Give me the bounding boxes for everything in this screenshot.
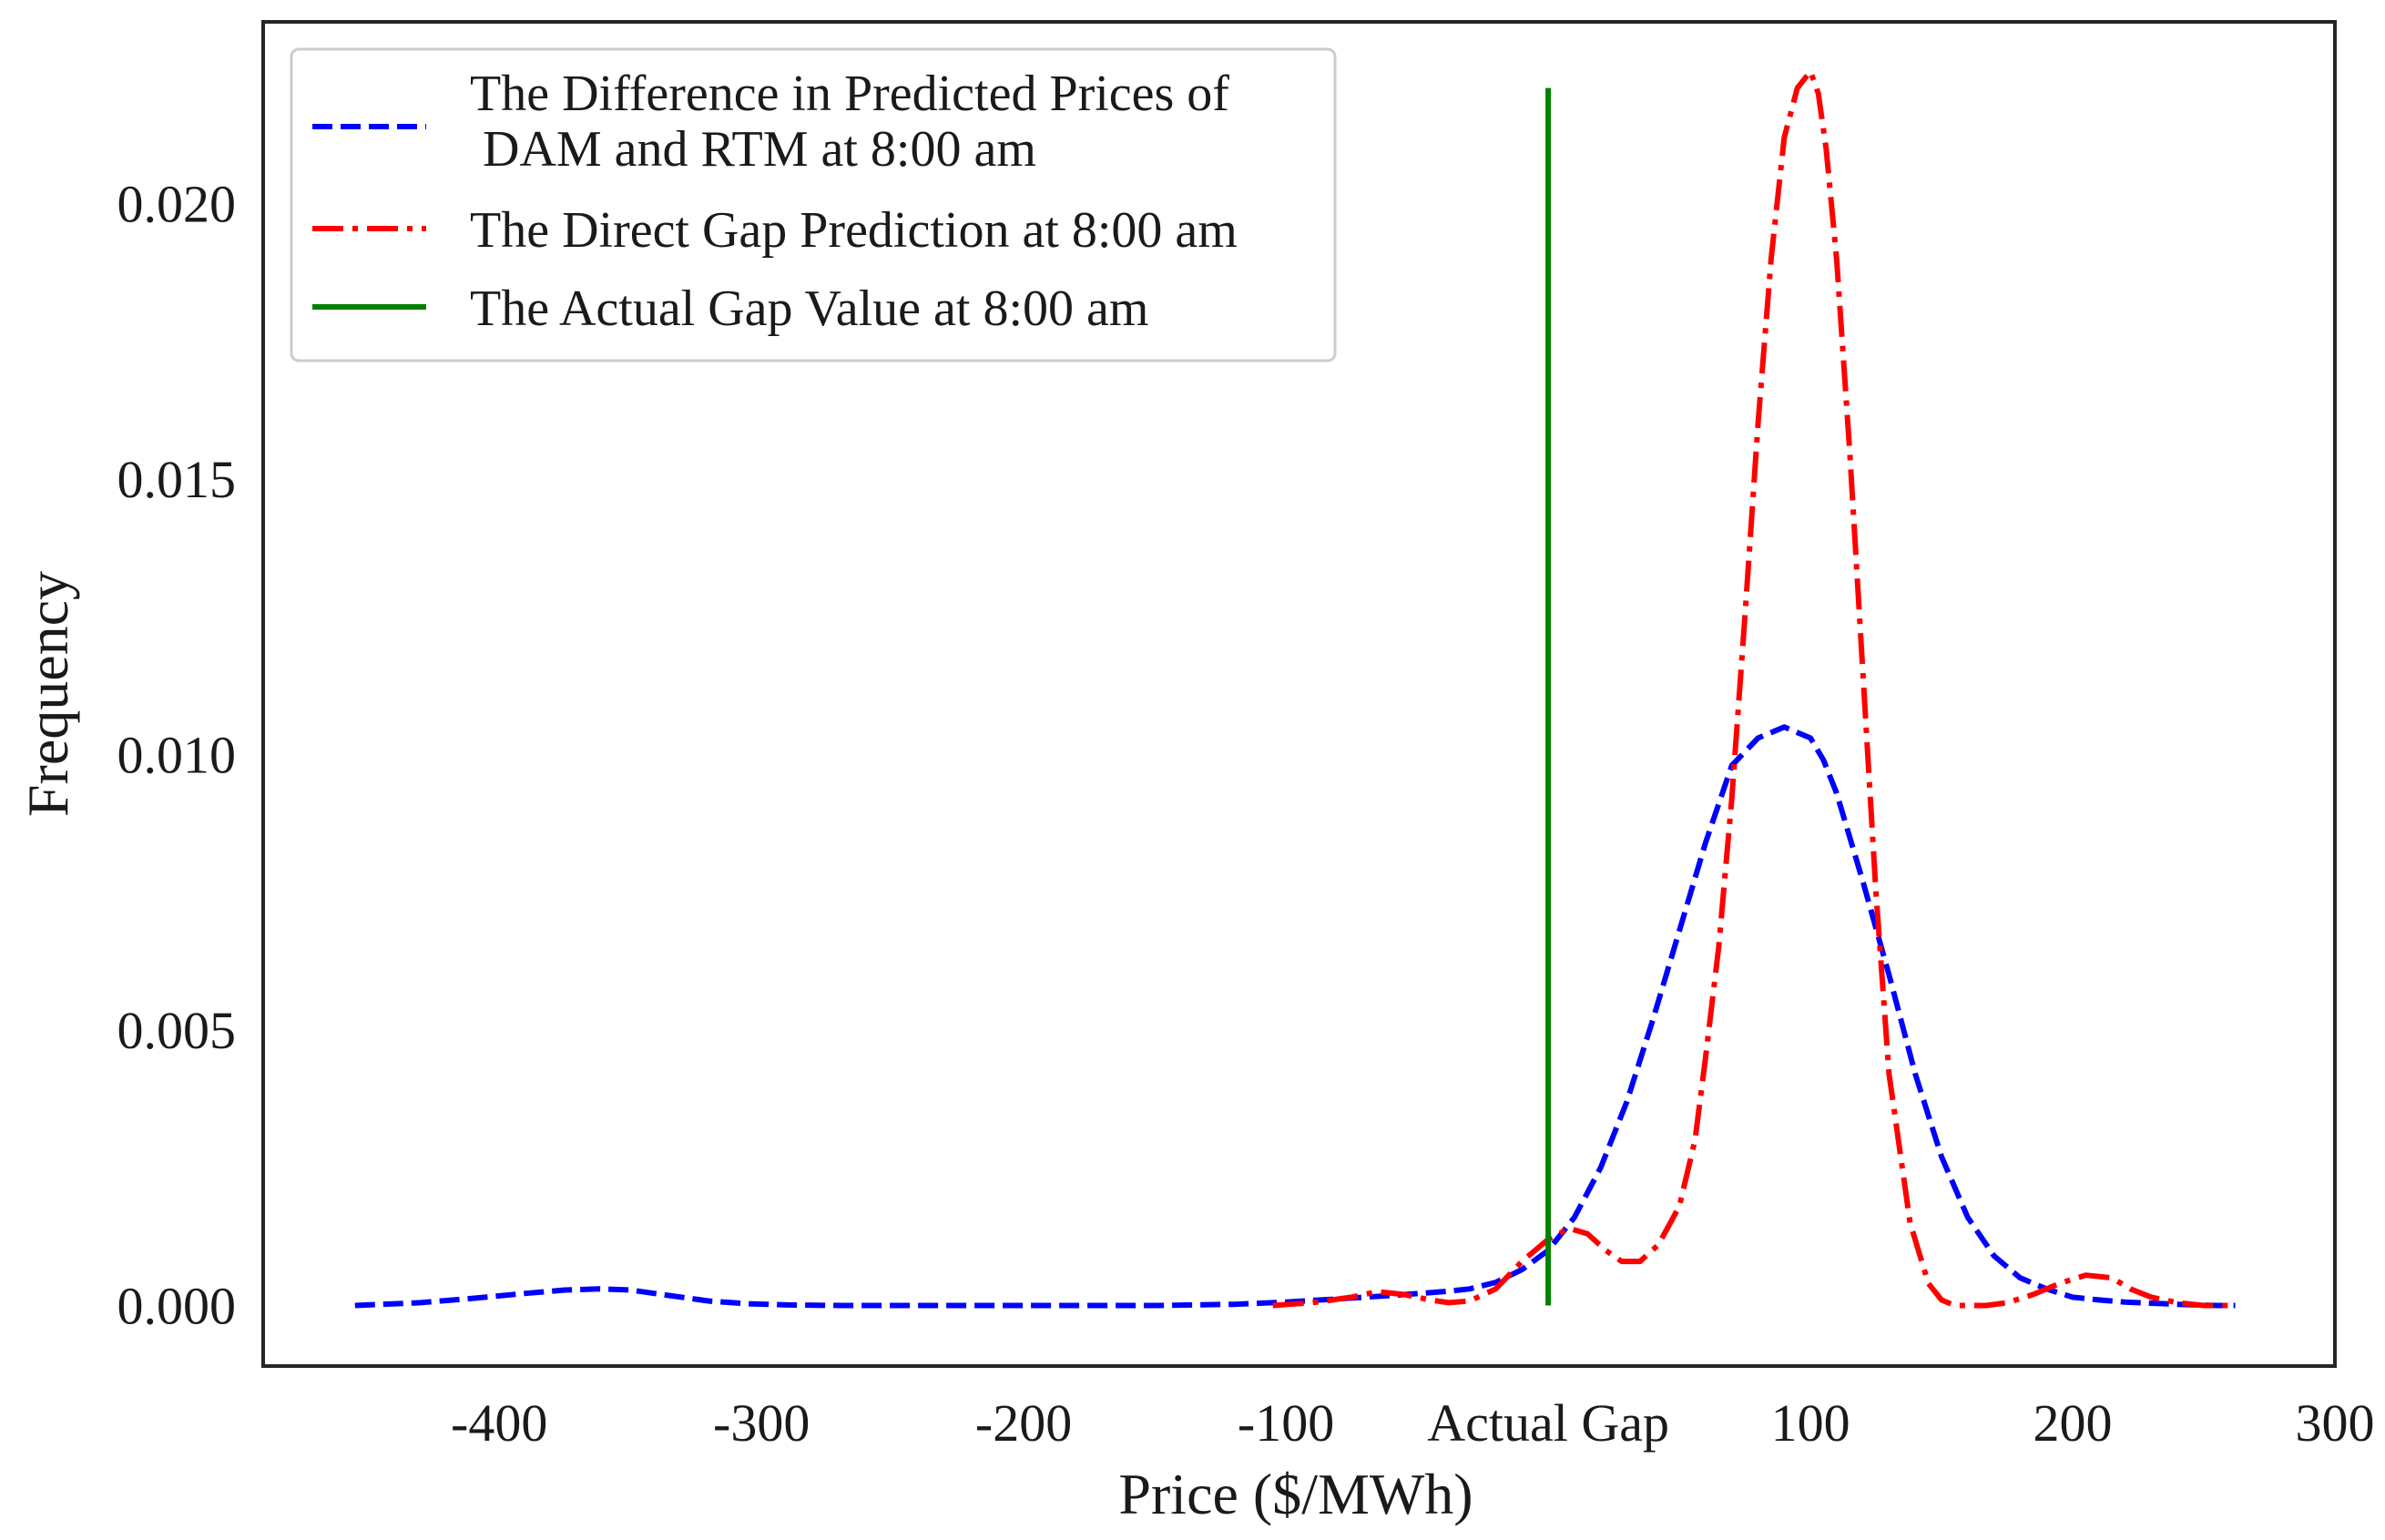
x-tick-label-0: -400	[451, 1393, 547, 1453]
y-tick-label-3: 0.015	[117, 450, 237, 509]
y-tick-label-4: 0.020	[117, 175, 237, 234]
series-line-1	[1272, 68, 2236, 1309]
y-tick-label-1: 0.005	[117, 1001, 237, 1060]
y-axis-title: Frequency	[15, 571, 80, 817]
legend-label-actual: The Actual Gap Value at 8:00 am	[470, 280, 1148, 337]
x-tick-label-4: Actual Gap	[1427, 1393, 1669, 1453]
legend-label-difference-line2: DAM and RTM at 8:00 am	[470, 121, 1036, 178]
x-tick-label-6: 200	[2033, 1393, 2113, 1453]
legend-label-direct: The Direct Gap Prediction at 8:00 am	[470, 202, 1238, 259]
plot-frame	[261, 20, 2337, 1368]
legend-label-difference-line1: The Difference in Predicted Prices of	[470, 66, 1229, 122]
y-tick-label-0: 0.000	[117, 1277, 237, 1336]
x-axis-title: Price ($/MWh)	[1118, 1462, 1473, 1526]
axis-ticks: -400 -300 -200 -100 Actual Gap 100 200 300 0.000…	[117, 175, 2375, 1453]
x-tick-label-1: -300	[713, 1393, 810, 1453]
series-line-0	[354, 724, 2236, 1309]
y-tick-label-2: 0.010	[117, 726, 237, 785]
legend-box	[290, 47, 1337, 362]
legend: The Difference in Predicted Prices of DA…	[290, 47, 1337, 362]
x-tick-label-3: -100	[1238, 1393, 1334, 1453]
plot-lines	[354, 68, 2236, 1309]
x-tick-label-2: -200	[975, 1393, 1072, 1453]
x-tick-label-5: 100	[1771, 1393, 1850, 1453]
x-tick-label-7: 300	[2296, 1393, 2375, 1453]
